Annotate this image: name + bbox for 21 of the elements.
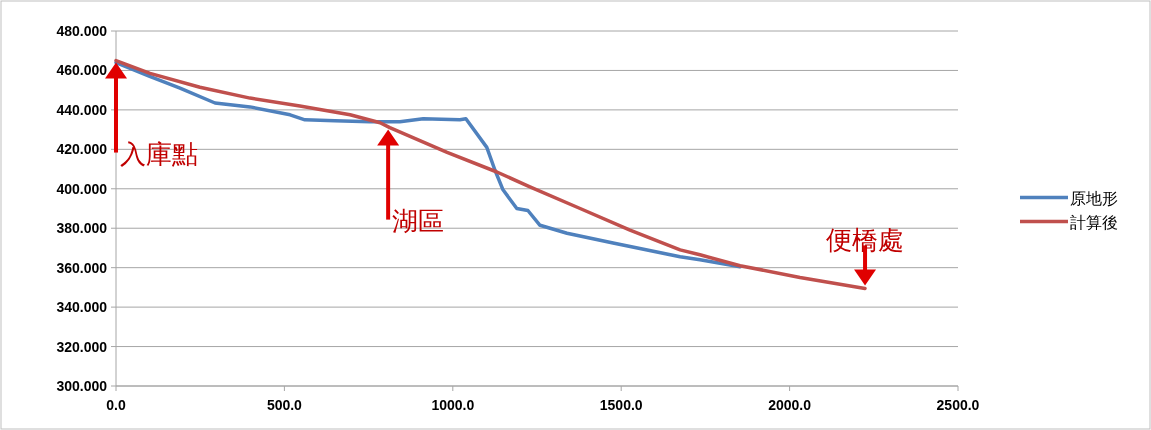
- annotation: 便橋處: [826, 225, 905, 256]
- x-tick-label: 500.0: [266, 397, 303, 413]
- x-tick-label: 1000.0: [431, 397, 475, 413]
- x-tick-label: 2500.0: [936, 397, 980, 413]
- annotation: 湖區: [392, 205, 445, 236]
- x-tick-label: 0.0: [106, 397, 126, 413]
- x-tick-label: 1500.0: [599, 397, 643, 413]
- y-tick-label: 300.000: [56, 378, 108, 394]
- y-tick-label: 420.000: [56, 141, 108, 158]
- y-tick-label: 480.000: [56, 23, 108, 39]
- legend-label: 原地形: [1070, 189, 1118, 207]
- x-tick-label: 2000.0: [768, 397, 812, 413]
- y-tick-label: 440.000: [56, 101, 108, 118]
- y-tick-label: 340.000: [56, 299, 108, 316]
- legend-label: 計算後: [1070, 213, 1118, 231]
- y-tick-label: 360.000: [56, 259, 108, 276]
- annotation: 入庫點: [120, 138, 198, 169]
- y-tick-label: 400.000: [56, 180, 108, 197]
- y-tick-label: 380.000: [56, 220, 108, 237]
- y-tick-label: 320.000: [56, 338, 108, 355]
- y-tick-label: 460.000: [56, 62, 108, 79]
